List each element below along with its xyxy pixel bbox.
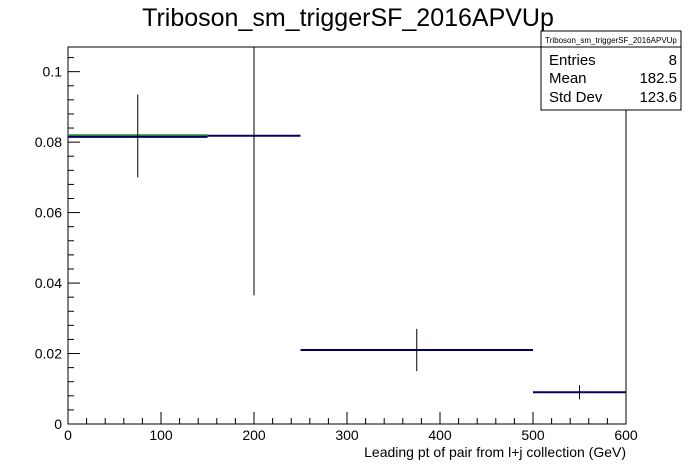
stats-box: Triboson_sm_triggerSF_2016APVUp Entries … [540, 30, 682, 111]
x-tick-label: 100 [149, 427, 173, 443]
x-tick-label: 600 [614, 427, 638, 443]
stats-entries-label: Entries [549, 52, 596, 69]
stats-mean-value: 182.5 [639, 70, 677, 87]
x-tick-label: 200 [242, 427, 266, 443]
stats-box-header: Triboson_sm_triggerSF_2016APVUp [545, 36, 677, 45]
axis-ticks [67, 57, 627, 425]
y-tick-label: 0.08 [35, 134, 62, 150]
y-tick-label: 0.02 [35, 346, 62, 362]
y-tick-label: 0.1 [43, 64, 63, 80]
x-tick-label: 400 [428, 427, 452, 443]
x-axis-tick-labels: 0 100 200 300 400 500 600 [64, 427, 638, 443]
y-tick-label: 0 [54, 416, 62, 432]
stats-stddev-label: Std Dev [549, 89, 603, 106]
stats-mean-label: Mean [549, 70, 587, 87]
y-tick-label: 0.04 [35, 275, 62, 291]
x-tick-label: 0 [64, 427, 72, 443]
x-tick-label: 500 [521, 427, 545, 443]
stats-stddev-value: 123.6 [639, 89, 677, 106]
chart-title: Triboson_sm_triggerSF_2016APVUp [142, 4, 554, 32]
error-bars [137, 47, 580, 400]
y-tick-label: 0.06 [35, 205, 62, 221]
stats-entries-value: 8 [669, 52, 677, 69]
y-axis-tick-labels: 0 0.02 0.04 0.06 0.08 0.1 [35, 64, 62, 432]
x-axis-title: Leading pt of pair from l+j collection (… [364, 444, 626, 460]
stats-box-frame [540, 30, 682, 111]
x-tick-label: 300 [335, 427, 359, 443]
